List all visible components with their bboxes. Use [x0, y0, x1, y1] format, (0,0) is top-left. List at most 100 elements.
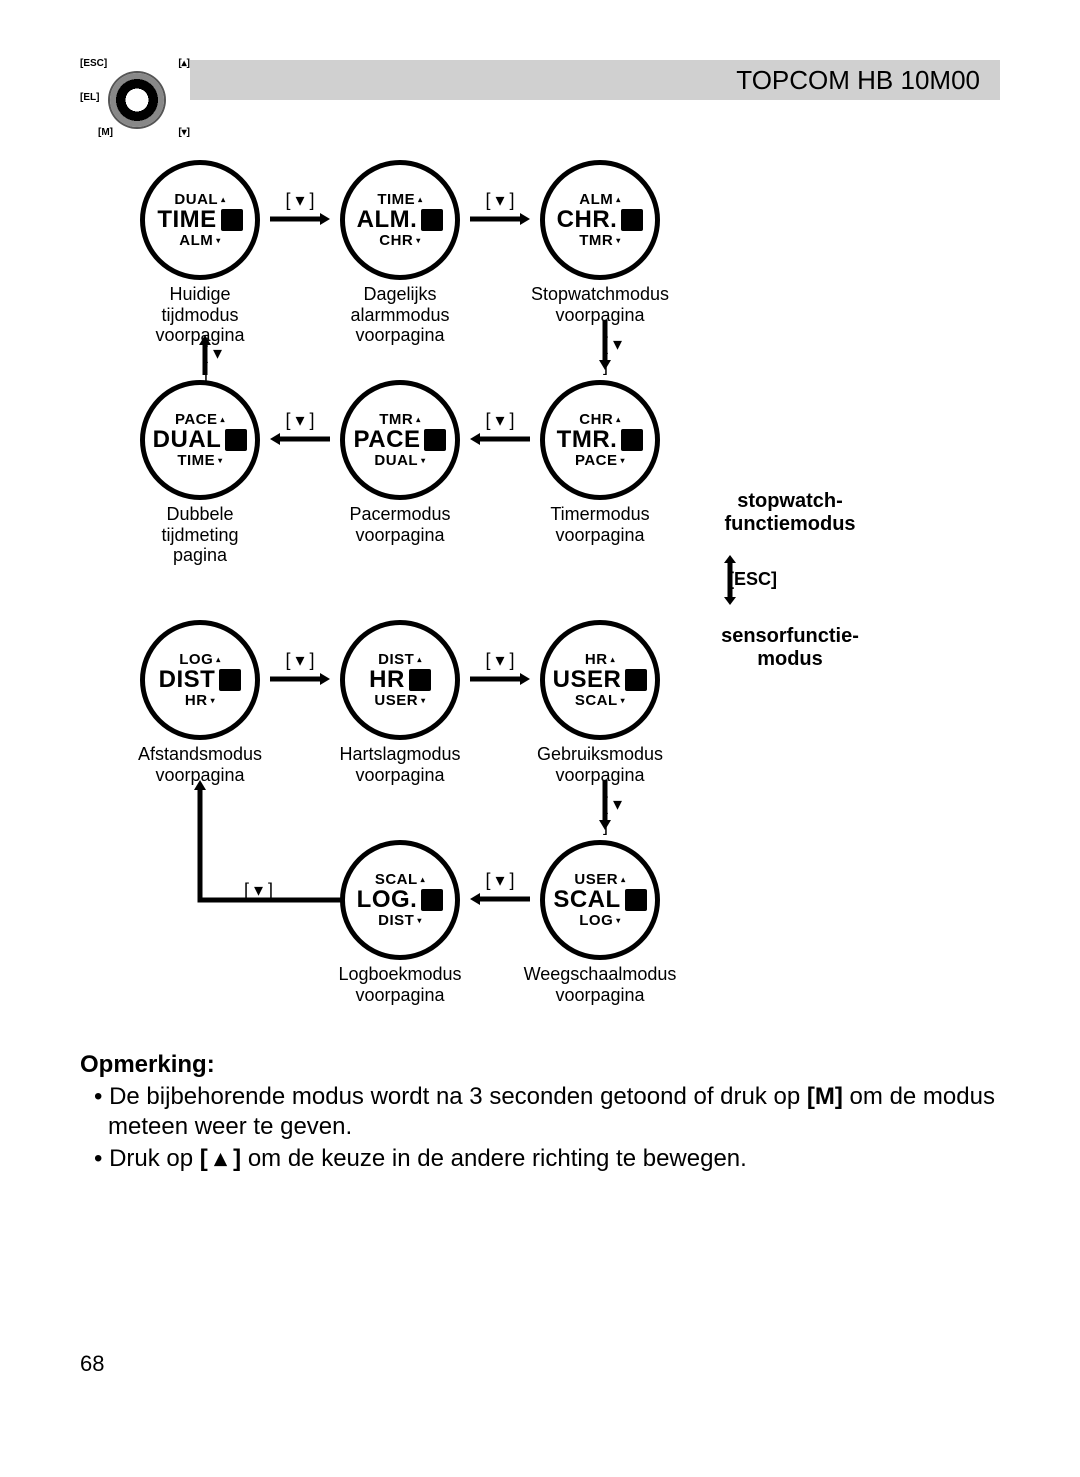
circle-icon: ALM▴ CHR. TMR▾ — [540, 160, 660, 280]
circle-icon: SCAL▴ LOG. DIST▾ — [340, 840, 460, 960]
key-down-label: [ ▾ ] — [603, 334, 631, 376]
node-mid: SCAL — [553, 886, 620, 914]
triangle-up-icon: ▴ — [417, 655, 422, 664]
node-time: DUAL▴ TIME ALM▾ Huidige tijdmodus voorpa… — [120, 160, 280, 346]
circle-icon: USER▴ SCAL LOG▾ — [540, 840, 660, 960]
node-mid: LOG. — [357, 886, 418, 914]
key-down-label: [ ▾ ] — [485, 410, 514, 431]
triangle-down-icon: ▾ — [616, 916, 621, 925]
triangle-down-icon: ▾ — [421, 456, 426, 465]
triangle-up-icon: ▴ — [621, 875, 626, 884]
node-caption: Dubbele tijdmeting pagina — [120, 504, 280, 566]
node-bot: SCAL — [575, 692, 618, 709]
node-scal: USER▴ SCAL LOG▾ Weegschaalmodus voorpagi… — [520, 840, 680, 1005]
mode-icon — [225, 429, 247, 451]
watch-label-up: [▴] — [178, 58, 190, 69]
node-caption: Dagelijks alarmmodus voorpagina — [320, 284, 480, 346]
circle-icon: PACE▴ DUAL TIME▾ — [140, 380, 260, 500]
mode-icon — [621, 429, 643, 451]
node-mid: TIME — [157, 206, 216, 234]
notes-key: [ ▴ ] — [200, 1145, 241, 1172]
circle-icon: DUAL▴ TIME ALM▾ — [140, 160, 260, 280]
node-bot: DIST — [378, 912, 414, 929]
node-user: HR▴ USER SCAL▾ Gebruiksmodus voorpagina — [520, 620, 680, 785]
key-down-label: [ ▾ ] — [285, 650, 314, 671]
key-down-label: [ ▾ ] — [485, 870, 514, 891]
key-down-label: [ ▾ ] — [285, 410, 314, 431]
node-dist: LOG▴ DIST HR▾ Afstandsmodus voorpagina — [120, 620, 280, 785]
circle-icon: TMR▴ PACE DUAL▾ — [340, 380, 460, 500]
circle-icon: DIST▴ HR USER▾ — [340, 620, 460, 740]
node-bot: HR — [185, 692, 208, 709]
mode-icon — [621, 209, 643, 231]
arrow-down-icon: [ ▾ ] — [575, 780, 635, 830]
node-mid: CHR. — [557, 206, 618, 234]
arrow-right-icon: [ ▾ ] — [255, 650, 345, 687]
notes-title: Opmerking: — [80, 1050, 1000, 1080]
notes-text: De bijbehorende modus wordt na 3 seconde… — [109, 1083, 807, 1110]
triangle-up-icon: ▴ — [611, 655, 616, 664]
key-down-label: [ ▾ ] — [485, 190, 514, 211]
node-bot: TMR — [579, 232, 613, 249]
triangle-up-icon: ▴ — [216, 655, 221, 664]
notes-key: [M] — [807, 1083, 843, 1110]
triangle-up-icon: ▴ — [221, 415, 226, 424]
arrow-double-icon: [ESC] — [700, 555, 760, 605]
watch-label-down: [▾] — [178, 127, 190, 138]
arrow-left-icon: [ ▾ ] — [455, 410, 545, 447]
notes-text: om de keuze in de andere richting te bew… — [241, 1145, 747, 1172]
mode-icon — [409, 669, 431, 691]
notes-item: Druk op [ ▴ ] om de keuze in de andere r… — [94, 1144, 1000, 1174]
watch-label-m: [M] — [98, 127, 113, 138]
arrow-left-icon: [ ▾ ] — [455, 870, 545, 907]
triangle-down-icon: ▾ — [621, 696, 626, 705]
circle-icon: HR▴ USER SCAL▾ — [540, 620, 660, 740]
key-down-label: [ ▾ ] — [603, 794, 631, 836]
header-bar: TOPCOM HB 10M00 — [190, 60, 1000, 100]
node-bot: USER — [374, 692, 418, 709]
triangle-up-icon: ▴ — [416, 415, 421, 424]
triangle-up-icon: ▴ — [616, 195, 621, 204]
node-chr: ALM▴ CHR. TMR▾ Stopwatchmodus voorpagina — [520, 160, 680, 325]
mode-icon — [221, 209, 243, 231]
mode-icon — [219, 669, 241, 691]
arrow-left-icon: [ ▾ ] — [255, 410, 345, 447]
arrow-right-icon: [ ▾ ] — [455, 190, 545, 227]
triangle-up-icon: ▴ — [418, 195, 423, 204]
notes-item: De bijbehorende modus wordt na 3 seconde… — [94, 1082, 1000, 1142]
key-down-label: [ ▾ ] — [285, 190, 314, 211]
node-bot: ALM — [179, 232, 213, 249]
node-caption: Weegschaalmodus voorpagina — [520, 964, 680, 1005]
node-caption: Pacermodus voorpagina — [320, 504, 480, 545]
triangle-down-icon: ▾ — [417, 916, 422, 925]
circle-icon: CHR▴ TMR. PACE▾ — [540, 380, 660, 500]
triangle-down-icon: ▾ — [421, 696, 426, 705]
mode-icon — [424, 429, 446, 451]
notes-list: De bijbehorende modus wordt na 3 seconde… — [94, 1082, 1000, 1174]
node-mid: ALM. — [357, 206, 418, 234]
node-bot: DUAL — [374, 452, 418, 469]
triangle-down-icon: ▾ — [216, 236, 221, 245]
triangle-up-icon: ▴ — [616, 415, 621, 424]
key-esc-label: [ESC] — [728, 569, 777, 590]
label-stopwatch-mode: stopwatch- functiemodus — [695, 490, 885, 536]
notes-text: Druk op — [109, 1145, 200, 1172]
watch-button-icon: [ESC] [▴] [EL] [▾] [M] — [80, 58, 190, 138]
triangle-up-icon: ▴ — [221, 195, 226, 204]
node-mid: USER — [553, 666, 622, 694]
node-pace: TMR▴ PACE DUAL▾ Pacermodus voorpagina — [320, 380, 480, 545]
key-down-label: [ ▾ ] — [485, 650, 514, 671]
node-mid: TMR. — [557, 426, 618, 454]
key-down-label: [ ▾ ] — [244, 880, 273, 901]
triangle-down-icon: ▾ — [616, 236, 621, 245]
notes-section: Opmerking: De bijbehorende modus wordt n… — [80, 1050, 1000, 1176]
arrow-up-icon: [ ▾ ] — [175, 335, 235, 375]
label-sensor-mode: sensorfunctie- modus — [695, 625, 885, 671]
node-bot: CHR — [379, 232, 413, 249]
node-bot: PACE — [575, 452, 618, 469]
triangle-up-icon: ▴ — [421, 875, 426, 884]
arrow-right-icon: [ ▾ ] — [455, 650, 545, 687]
node-mid: HR — [369, 666, 405, 694]
node-hr: DIST▴ HR USER▾ Hartslagmodus voorpagina — [320, 620, 480, 785]
node-bot: TIME — [177, 452, 215, 469]
